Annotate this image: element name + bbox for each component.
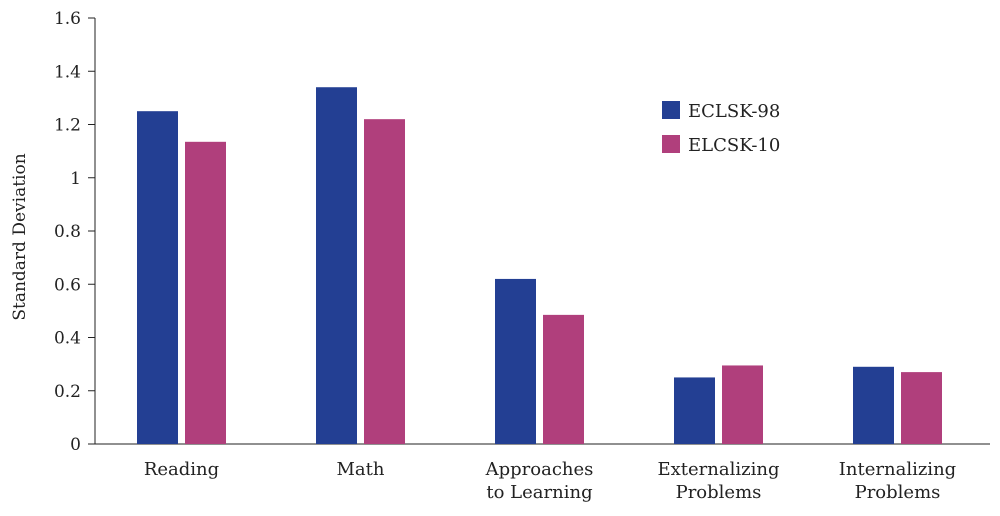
y-tick-label: 1.4 xyxy=(54,62,81,82)
bar-eclsk-98 xyxy=(853,366,894,444)
y-tick-label: 1.6 xyxy=(54,9,81,29)
bar-elcsk-10 xyxy=(901,372,942,444)
bar-elcsk-10 xyxy=(722,365,763,444)
bar-eclsk-98 xyxy=(495,278,536,444)
category-label: Approaches to Learning xyxy=(485,459,594,503)
category-label: Internalizing Problems xyxy=(839,459,956,503)
bar-eclsk-98 xyxy=(674,377,715,444)
y-tick-label: 0 xyxy=(70,435,81,455)
y-tick-label: 0.2 xyxy=(54,382,81,402)
bars xyxy=(137,87,942,445)
y-tick-label: 0.8 xyxy=(54,222,81,242)
category-labels: Reading Math Approaches to Learning External… xyxy=(144,459,956,503)
bar-eclsk-98 xyxy=(316,87,357,444)
category-label: Math xyxy=(337,459,385,480)
y-tick-label: 0.4 xyxy=(54,329,81,349)
legend-label: ECLSK-98 xyxy=(688,101,780,122)
bar-elcsk-10 xyxy=(364,119,405,445)
legend: ECLSK-98 ELCSK-10 xyxy=(662,101,780,156)
bar-eclsk-98 xyxy=(137,111,178,444)
y-axis-title: Standard Deviation xyxy=(10,153,30,320)
category-label: Reading xyxy=(144,459,219,480)
category-label: Externalizing Problems xyxy=(658,459,780,503)
y-ticks: 0 0.2 0.4 0.6 0.8 1 1.2 1.4 1.6 xyxy=(54,9,95,455)
bar-elcsk-10 xyxy=(185,141,226,444)
legend-swatch xyxy=(662,101,680,119)
axes: 0 0.2 0.4 0.6 0.8 1 1.2 1.4 1.6 xyxy=(54,9,990,455)
legend-swatch xyxy=(662,135,680,153)
y-tick-label: 1.2 xyxy=(54,116,81,136)
bar-elcsk-10 xyxy=(543,314,584,444)
y-tick-label: 1 xyxy=(70,169,81,189)
legend-label: ELCSK-10 xyxy=(688,135,780,156)
y-tick-label: 0.6 xyxy=(54,275,81,295)
